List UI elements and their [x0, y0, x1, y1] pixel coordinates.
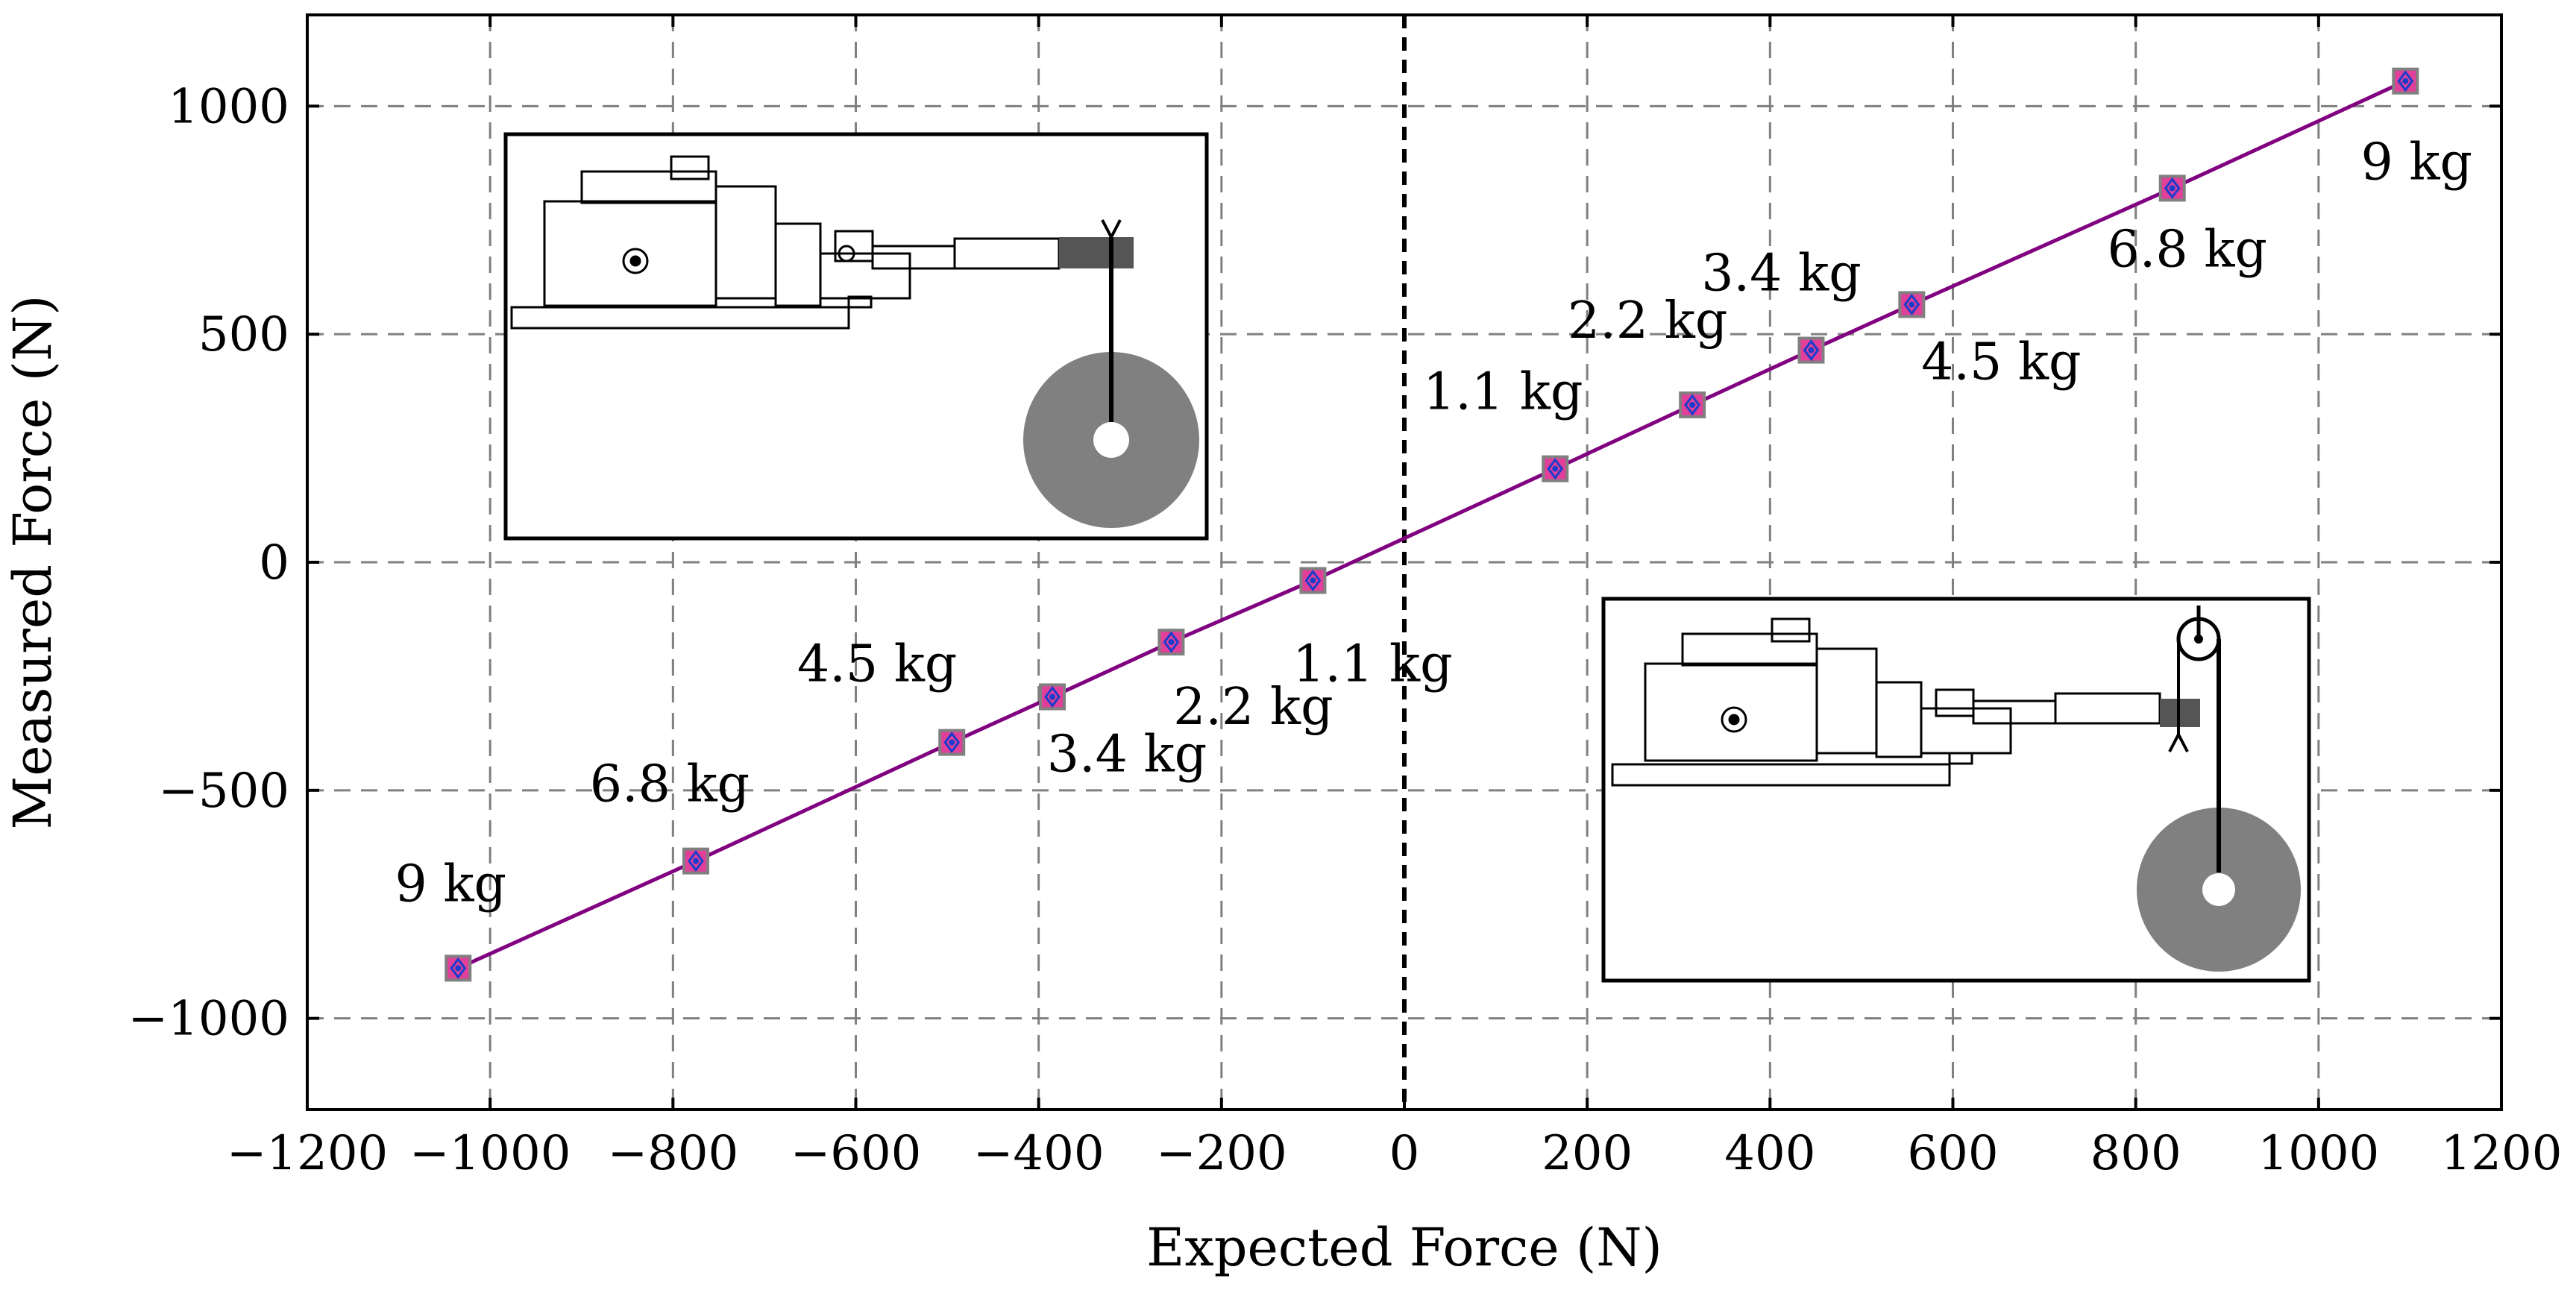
mass-label: 1.1 kg: [1292, 635, 1453, 693]
mass-label: 6.8 kg: [590, 755, 750, 814]
x-tick-label: 1000: [2258, 1126, 2379, 1181]
data-point-diamond: [1684, 394, 1701, 416]
tension-setup-inset: [503, 132, 1209, 541]
mass-label: 3.4 kg: [1701, 245, 1862, 303]
data-point-diamond: [1304, 569, 1322, 591]
mass-labels: 9 kg6.8 kg4.5 kg3.4 kg2.2 kg1.1 kg1.1 kg…: [395, 133, 2472, 914]
x-tick-label: 200: [1542, 1126, 1633, 1181]
data-point-dot: [1689, 401, 1696, 408]
data-point-dot: [1552, 465, 1559, 472]
mass-label: 1.1 kg: [1423, 363, 1583, 422]
data-point-diamond: [450, 957, 467, 979]
y-tick-label: −1000: [128, 992, 290, 1047]
mass-label: 3.4 kg: [1047, 725, 1207, 784]
markers: [444, 67, 2419, 982]
data-point-dot: [1909, 301, 1915, 308]
x-tick-label: −600: [791, 1126, 922, 1181]
x-tick-label: 600: [1907, 1126, 1998, 1181]
data-point-dot: [2169, 185, 2176, 192]
data-point-diamond: [2397, 70, 2414, 92]
x-tick-label: −400: [973, 1126, 1105, 1181]
compression-setup-inset: [1601, 597, 2311, 983]
weight-hole: [2202, 873, 2235, 906]
x-tick-label: −800: [607, 1126, 738, 1181]
data-point-dot: [1168, 639, 1175, 646]
data-point-diamond: [1547, 458, 1564, 480]
data-point-diamond: [1044, 685, 1061, 708]
x-axis-title: Expected Force (N): [1146, 1217, 1662, 1278]
x-tick-label: 400: [1724, 1126, 1815, 1181]
data-point-dot: [1310, 577, 1316, 584]
data-point-dot: [692, 858, 699, 864]
data-point-diamond: [1903, 293, 1920, 315]
mass-label: 9 kg: [395, 855, 506, 913]
y-tick-labels: −1000 −500 0 500 1000: [128, 79, 290, 1046]
spring-coil: [1059, 237, 1134, 268]
x-tick-label: 0: [1389, 1126, 1420, 1181]
data-point-dot: [455, 965, 462, 972]
weight-hole: [1093, 422, 1129, 458]
x-tick-label: −200: [1156, 1126, 1287, 1181]
y-tick-label: −500: [158, 764, 289, 819]
x-tick-label: 800: [2090, 1126, 2181, 1181]
mass-label: 9 kg: [2360, 133, 2472, 192]
mass-label: 4.5 kg: [1921, 333, 2082, 391]
data-point-diamond: [943, 732, 961, 754]
data-point-diamond: [1803, 339, 1820, 362]
data-point-diamond: [2164, 177, 2181, 199]
x-tick-label: −1200: [227, 1126, 389, 1181]
robot-arm-drawing: [510, 155, 1061, 330]
data-point-dot: [2402, 78, 2409, 84]
y-tick-label: 0: [259, 535, 289, 591]
x-tick-labels: −1200 −1000 −800 −600 −400 −200 0 200 400 600 800 1…: [227, 1126, 2563, 1181]
x-tick-label: 1200: [2441, 1126, 2563, 1181]
y-tick-label: 500: [198, 307, 289, 362]
data-point-diamond: [688, 850, 704, 872]
y-tick-label: 1000: [168, 79, 289, 134]
data-point-diamond: [1163, 631, 1180, 653]
data-point-dot: [949, 739, 955, 746]
fit-line: [457, 79, 2407, 970]
fit-line-layer: [457, 79, 2407, 970]
robot-arm-drawing: [1611, 617, 2161, 787]
data-point-dot: [1808, 347, 1815, 353]
hook-icon: [2168, 731, 2189, 752]
mass-label: 6.8 kg: [2107, 220, 2267, 279]
data-point-dot: [1049, 693, 1056, 700]
mass-label: 2.2 kg: [1568, 292, 1728, 350]
mass-label: 4.5 kg: [797, 635, 958, 694]
y-axis-title: Measured Force (N): [2, 295, 63, 830]
ticks: [306, 15, 2503, 1110]
x-tick-label: −1000: [409, 1126, 571, 1181]
mass-label: 2.2 kg: [1173, 678, 1333, 737]
